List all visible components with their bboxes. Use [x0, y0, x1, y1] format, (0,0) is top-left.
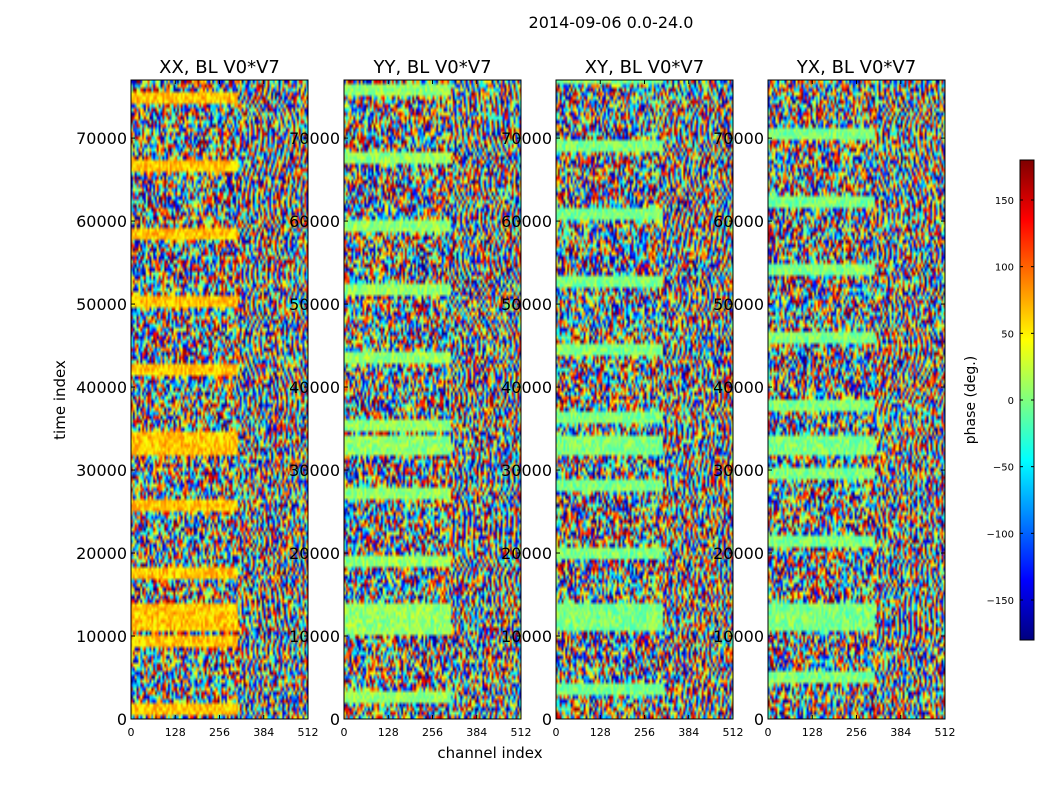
x-tick-label: 512: [935, 726, 956, 739]
x-tick-label: 0: [765, 726, 772, 739]
heatmap-image: [768, 80, 945, 719]
x-tick-label: 0: [341, 726, 348, 739]
panel-title: XX, BL V0*V7: [159, 57, 280, 78]
y-tick-label: 50000: [713, 295, 764, 314]
x-tick-label: 384: [678, 726, 699, 739]
colorbar-tick-label: −100: [987, 529, 1014, 540]
y-tick-label: 40000: [289, 378, 340, 397]
y-tick-label: 20000: [501, 544, 552, 563]
y-axis-label: time index: [51, 360, 69, 440]
y-tick-label: 70000: [501, 129, 552, 148]
y-tick-label: 10000: [289, 627, 340, 646]
y-tick-label: 50000: [501, 295, 552, 314]
x-tick-label: 256: [846, 726, 867, 739]
y-tick-label: 10000: [76, 627, 127, 646]
x-tick-label: 512: [298, 726, 319, 739]
y-tick-label: 0: [542, 710, 552, 729]
y-tick-label: 40000: [501, 378, 552, 397]
heatmap-image: [131, 80, 308, 719]
panel-title: YY, BL V0*V7: [372, 57, 491, 78]
colorbar-tick-label: −150: [987, 596, 1014, 607]
y-tick-label: 60000: [289, 212, 340, 231]
colorbar-tick-label: 150: [995, 196, 1014, 207]
x-tick-label: 128: [165, 726, 186, 739]
colorbar-tick-label: 0: [1008, 396, 1014, 407]
y-tick-label: 70000: [76, 129, 127, 148]
colorbar: phase (deg.) 150 100 50 0 −50 −100 −150: [963, 159, 1035, 641]
x-tick-label: 256: [209, 726, 230, 739]
y-tick-label: 70000: [289, 129, 340, 148]
y-tick-label: 30000: [76, 461, 127, 480]
y-tick-label: 70000: [713, 129, 764, 148]
figure-title: 2014-09-06 0.0-24.0: [529, 13, 694, 32]
y-tick-label: 30000: [501, 461, 552, 480]
x-tick-label: 384: [890, 726, 911, 739]
heatmap-image: [556, 80, 733, 719]
y-tick-label: 0: [117, 710, 127, 729]
panel-xx: XX, BL V0*V7 0 128 256 384 512 0 10000 20000 3000…: [76, 57, 318, 739]
x-tick-label: 512: [511, 726, 532, 739]
x-tick-label: 128: [802, 726, 823, 739]
x-tick-label: 0: [553, 726, 560, 739]
y-tick-label: 30000: [289, 461, 340, 480]
x-axis-label: channel index: [437, 744, 542, 762]
y-tick-label: 10000: [501, 627, 552, 646]
colorbar-tick-label: −50: [993, 463, 1014, 474]
panel-yx: YX, BL V0*V7 0 128 256 384 512 0 10000 20000 3000…: [713, 57, 955, 739]
x-tick-label: 128: [378, 726, 399, 739]
y-tick-label: 20000: [713, 544, 764, 563]
panel-title: XY, BL V0*V7: [585, 57, 704, 78]
y-tick-label: 50000: [76, 295, 127, 314]
x-tick-label: 512: [723, 726, 744, 739]
y-tick-label: 40000: [713, 378, 764, 397]
x-tick-label: 256: [634, 726, 655, 739]
x-tick-label: 128: [590, 726, 611, 739]
y-tick-label: 30000: [713, 461, 764, 480]
colorbar-label: phase (deg.): [963, 356, 979, 444]
panel-yy: YY, BL V0*V7 0 128 256 384 512 0 10000 20000 3000…: [289, 57, 531, 739]
y-tick-label: 60000: [713, 212, 764, 231]
x-tick-label: 256: [422, 726, 443, 739]
y-tick-label: 50000: [289, 295, 340, 314]
heatmap-image: [344, 80, 521, 719]
y-tick-label: 0: [330, 710, 340, 729]
y-tick-label: 20000: [289, 544, 340, 563]
y-tick-label: 0: [754, 710, 764, 729]
x-tick-label: 384: [466, 726, 487, 739]
x-tick-label: 384: [253, 726, 274, 739]
y-tick-label: 40000: [76, 378, 127, 397]
panel-xy: XY, BL V0*V7 0 128 256 384 512 0 10000 20000 3000…: [501, 57, 743, 739]
y-tick-label: 60000: [76, 212, 127, 231]
panels: XX, BL V0*V7 0 128 256 384 512 0 10000 20000 3000…: [76, 57, 955, 739]
colorbar-tick-label: 100: [995, 263, 1014, 274]
colorbar-tick-label: 50: [1001, 329, 1014, 340]
y-tick-label: 10000: [713, 627, 764, 646]
y-tick-label: 60000: [501, 212, 552, 231]
y-tick-label: 20000: [76, 544, 127, 563]
x-tick-label: 0: [128, 726, 135, 739]
panel-title: YX, BL V0*V7: [796, 57, 916, 78]
